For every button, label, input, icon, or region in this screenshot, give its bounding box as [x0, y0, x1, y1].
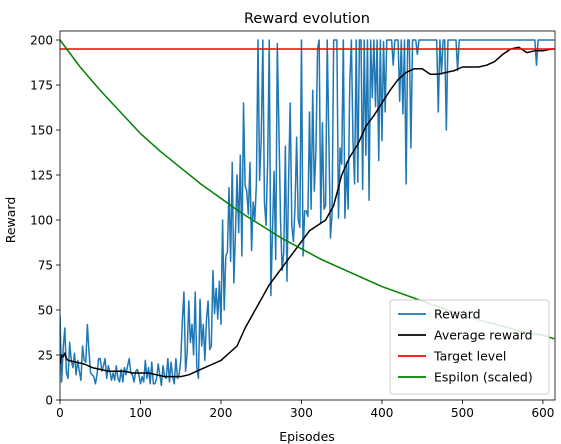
x-tick-label: 400: [370, 406, 393, 420]
y-tick-label: 125: [30, 169, 53, 183]
series-layer: [60, 39, 555, 387]
y-axis-label: Reward: [3, 197, 18, 244]
y-tick-label: 0: [45, 394, 53, 408]
series-line-average-reward: [60, 46, 555, 378]
legend-label: Espilon (scaled): [434, 370, 533, 385]
y-tick-label: 175: [30, 79, 53, 93]
y-tick-label: 200: [30, 34, 53, 48]
y-tick-label: 25: [38, 349, 53, 363]
legend: Reward Average reward Target level Espilon …: [389, 299, 550, 395]
x-tick-label: 100: [129, 406, 152, 420]
axes-frame: [59, 30, 556, 401]
x-tick-label: 600: [531, 406, 554, 420]
x-tick-label: 200: [210, 406, 233, 420]
chart-title: Reward evolution: [244, 11, 370, 27]
y-tick-label: 100: [30, 214, 53, 228]
legend-label: Target level: [433, 349, 506, 364]
x-tick-label: 0: [56, 406, 64, 420]
legend-label: Reward: [434, 307, 481, 322]
x-axis-label: Episodes: [279, 429, 335, 444]
x-tick-label: 300: [290, 406, 313, 420]
legend-label: Average reward: [434, 328, 533, 343]
x-tick-label: 500: [451, 406, 474, 420]
series-line-reward: [60, 39, 555, 387]
axes-layer: 0 100 200 300 400 500 600 0 25 50 75 100 125 150 175 20…: [30, 30, 556, 420]
y-tick-label: 75: [38, 259, 53, 273]
legend-box: [389, 299, 550, 395]
y-tick-label: 150: [30, 124, 53, 138]
y-tick-label: 50: [38, 304, 53, 318]
